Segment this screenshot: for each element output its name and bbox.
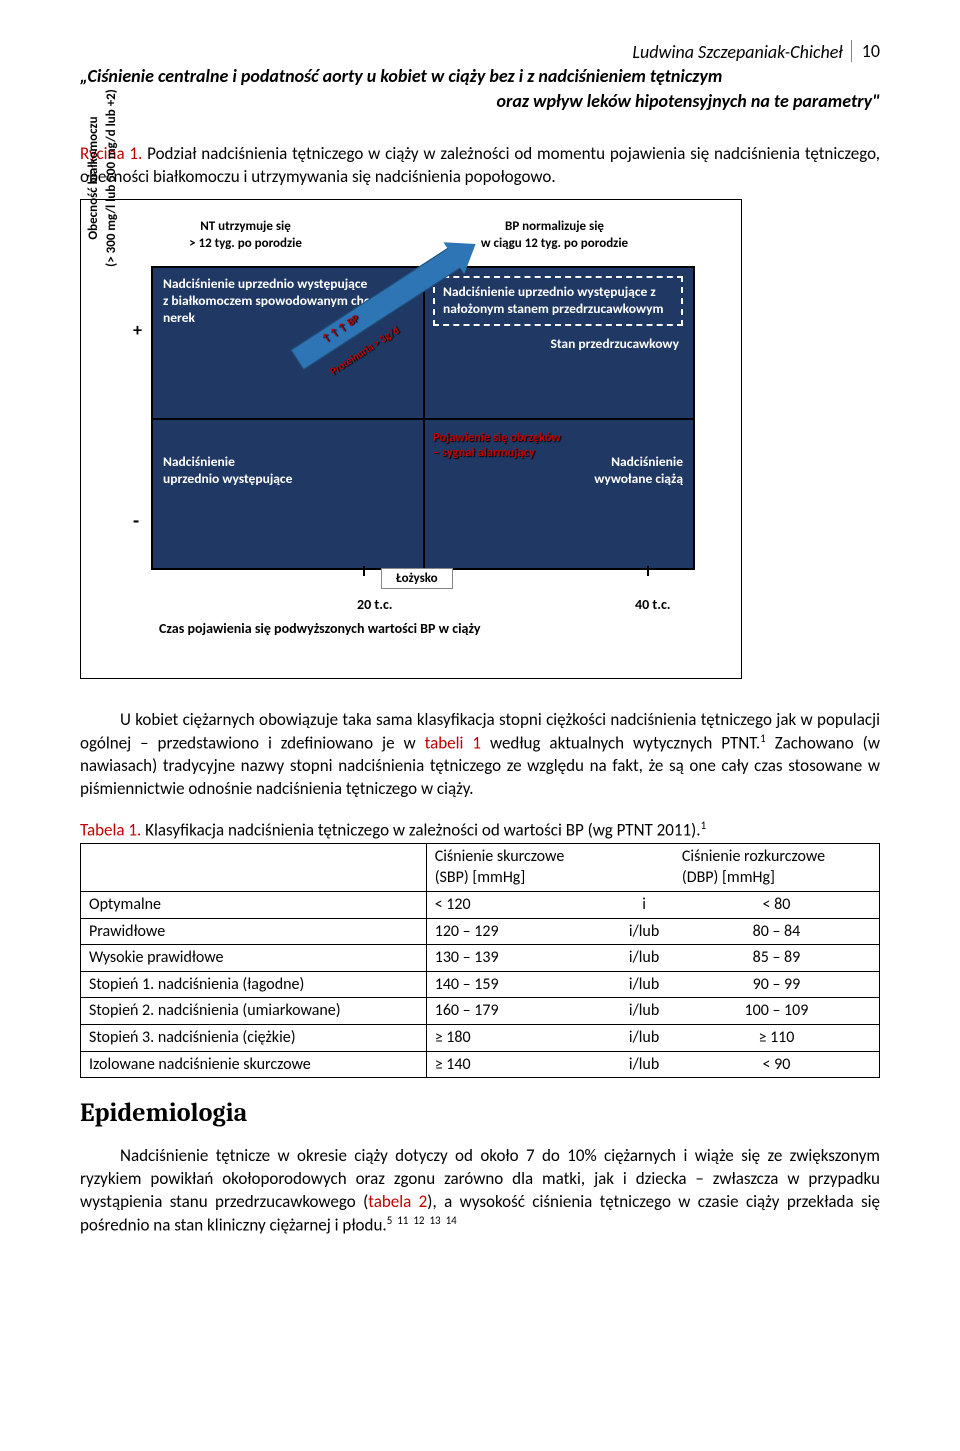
table-row: Stopień 1. nadciśnienia (łagodne) [81,971,427,998]
table-caption: Tabela 1. Klasyfikacja nadciśnienia tętn… [80,819,880,843]
paragraph-1: U kobiet ciężarnych obowiązuje taka sama… [80,709,880,801]
page-number: 10 [851,40,880,62]
epidemiology-paragraph: Nadciśnienie tętnicze w okresie ciąży do… [80,1145,880,1237]
y-axis-label: Obecność białkomoczu (> 300 mg/l lub 500… [85,48,120,308]
placenta-marker: Łożysko [381,568,453,590]
figure-1-diagram: NT utrzymuje się > 12 tyg. po porodzie B… [80,199,742,679]
th-sbp: Ciśnienie skurczowe (SBP) [mmHg] [426,843,614,891]
table-row: Prawidłowe [81,918,427,945]
dashed-preeclampsia-box: Nadciśnienie uprzednio występujące z nał… [433,276,683,326]
table-row: Optymalne [81,891,427,918]
classification-table: Ciśnienie skurczowe (SBP) [mmHg] Ciśnien… [80,843,880,1078]
epidemiology-heading: Epidemiologia [80,1096,880,1131]
table-row: Wysokie prawidłowe [81,945,427,972]
th-category [81,843,427,891]
x-axis-label: Czas pojawienia się podwyższonych wartoś… [151,620,699,639]
th-dbp: Ciśnienie rozkurczowe (DBP) [mmHg] [674,843,880,891]
tick-40-mark [647,566,649,576]
table-row: Stopień 3. nadciśnienia (ciężkie) [81,1024,427,1051]
tick-40-label: 40 t.c. [635,596,671,615]
figure-caption: Rycina 1. Podział nadciśnienia tętniczeg… [80,143,880,189]
page-header: Ludwina Szczepaniak-Chicheł 10 „Ciśnieni… [80,40,880,113]
quadrant-box: Nadciśnienie uprzednio występujące z bia… [151,266,695,570]
header-title-line1: „Ciśnienie centralne i podatność aorty u… [80,64,880,88]
preeclampsia-label: Stan przedrzucawkowy [433,336,683,353]
tick-20-mark [363,566,365,576]
quadrant-top-right: Nadciśnienie uprzednio występujące z nał… [423,268,693,418]
y-axis-plus: + [133,318,142,342]
alarm-label: Pojawienie się obrzęków– sygnał alarmują… [433,430,561,460]
header-title-line2: oraz wpływ leków hipotensyjnych na te pa… [80,89,880,113]
table-row: Izolowane nadciśnienie skurczowe [81,1051,427,1078]
y-axis-minus: - [133,508,139,535]
top-label-left: NT utrzymuje się > 12 tyg. po porodzie [91,218,400,253]
quadrant-bottom-left: Nadciśnienie uprzednio występujące [153,418,423,568]
th-op [614,843,674,891]
header-author: Ludwina Szczepaniak-Chicheł [80,40,843,64]
table-row: Stopień 2. nadciśnienia (umiarkowane) [81,998,427,1025]
tick-20-label: 20 t.c. [357,596,393,615]
